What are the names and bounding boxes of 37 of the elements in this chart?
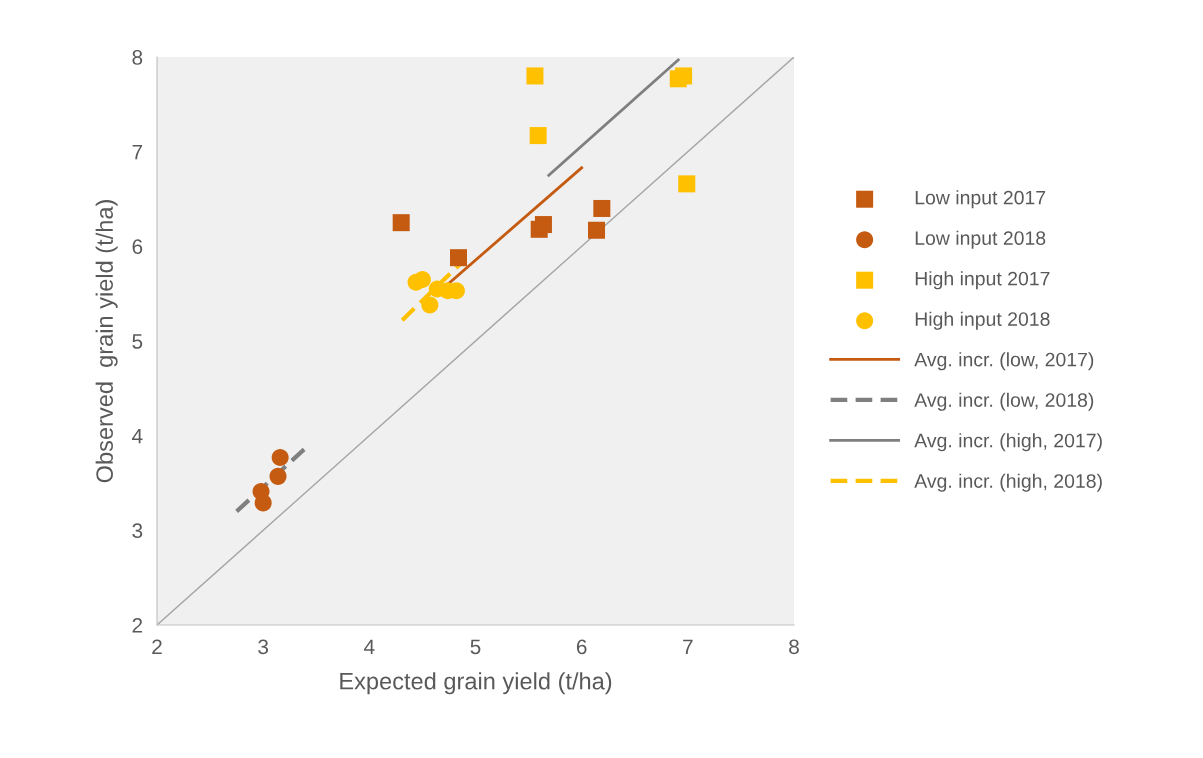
y-tick-label: 6 xyxy=(132,239,143,255)
x-tick-label: 8 xyxy=(789,639,799,655)
legend-label: Avg. incr. (high, 2018) xyxy=(914,473,1102,492)
point xyxy=(269,467,287,485)
x-tick-label: 4 xyxy=(364,639,375,654)
y-tick-label: 2 xyxy=(132,618,143,633)
x-tick-label: 5 xyxy=(470,639,481,655)
point xyxy=(534,216,552,234)
y-tick-label: 4 xyxy=(132,428,143,444)
point xyxy=(529,127,547,145)
legend-label: Avg. incr. (low, 2017) xyxy=(914,352,1094,371)
x-tick-label: 6 xyxy=(576,639,587,655)
point xyxy=(421,296,439,314)
point xyxy=(593,199,611,217)
legend-label: High input 2017 xyxy=(915,271,1050,290)
point xyxy=(678,175,696,193)
legend-label: Low input 2018 xyxy=(915,230,1046,249)
legend-label: Avg. incr. (low, 2018) xyxy=(914,392,1094,411)
x-tick-label: 3 xyxy=(258,639,269,655)
y-tick-label: 7 xyxy=(132,144,143,160)
x-tick-label: 7 xyxy=(683,639,693,654)
point xyxy=(675,67,693,85)
legend-label: High input 2018 xyxy=(915,311,1050,330)
legend-label: Avg. incr. (high, 2017) xyxy=(914,433,1102,452)
point xyxy=(271,448,289,466)
point xyxy=(526,67,544,85)
y-axis-title: Observed grain yield (t/ha) xyxy=(95,200,118,483)
point xyxy=(450,249,468,267)
y-tick-label: 8 xyxy=(132,50,143,65)
x-tick-label: 2 xyxy=(152,639,162,654)
x-axis-title: Expected grain yield (t/ha) xyxy=(340,672,612,695)
y-tick-label: 3 xyxy=(132,523,143,539)
point xyxy=(392,214,410,232)
point xyxy=(254,494,272,512)
point xyxy=(588,221,606,239)
legend-label: Low input 2017 xyxy=(915,190,1046,209)
y-tick-label: 5 xyxy=(132,334,143,349)
